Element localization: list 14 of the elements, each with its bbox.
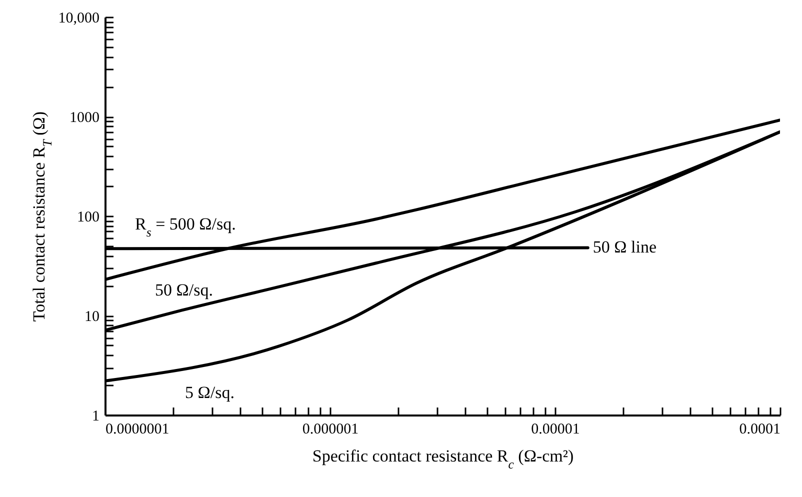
- y-tick-label: 10: [84, 309, 100, 325]
- x-tick-label: 0.0001: [739, 422, 780, 438]
- x-axis-title: Specific contact resistance R$_{c}$ (Ω-cm²): [312, 446, 574, 472]
- y-tick-label: 1: [92, 408, 100, 424]
- series-label: 50 Ω/sq.: [155, 280, 213, 300]
- y-tick-label: 10,000: [58, 10, 100, 26]
- x-tick-label: 0.000001: [302, 422, 359, 438]
- y-tick-label: 100: [77, 210, 100, 226]
- series-label: 5 Ω/sq.: [185, 382, 234, 402]
- x-tick-label: 0.00001: [531, 422, 580, 438]
- y-tick-label: 1000: [70, 110, 100, 126]
- series-label: 50 Ω line: [592, 238, 657, 257]
- series-label: R$_{s}$ = 500 Ω/sq.: [135, 214, 236, 240]
- x-tick-label: 0.0000001: [106, 422, 170, 438]
